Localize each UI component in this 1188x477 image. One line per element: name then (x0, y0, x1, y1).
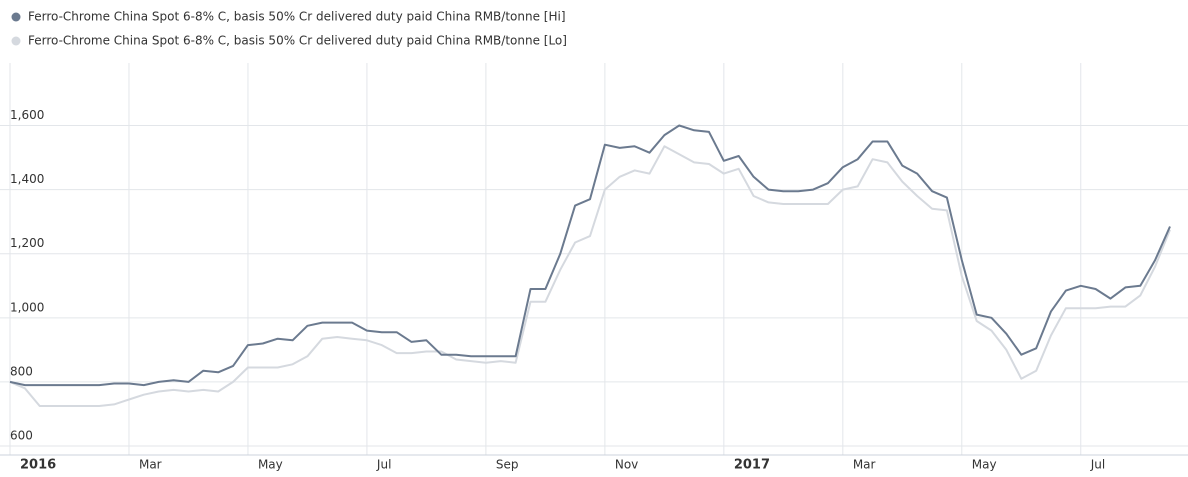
y-tick-label: 1,400 (10, 172, 44, 186)
x-tick-label: 2017 (734, 458, 770, 473)
x-tick-label: Nov (615, 458, 638, 472)
x-tick-label: Sep (496, 458, 519, 472)
x-tick-label: 2016 (20, 458, 56, 473)
legend-label: Ferro-Chrome China Spot 6-8% C, basis 50… (28, 34, 567, 48)
legend-marker (11, 36, 21, 46)
y-tick-label: 1,200 (10, 236, 44, 250)
series-line (9, 124, 1171, 387)
x-tick-label: May (972, 458, 997, 472)
x-tick-label: Jul (1090, 458, 1105, 472)
x-tick-label: May (258, 458, 283, 472)
y-tick-label: 600 (10, 429, 33, 443)
x-tick-label: Jul (376, 458, 391, 472)
series-line (9, 145, 1171, 407)
y-tick-label: 1,600 (10, 108, 44, 122)
x-tick-label: Mar (139, 458, 162, 472)
y-tick-label: 1,000 (10, 300, 44, 314)
legend-label: Ferro-Chrome China Spot 6-8% C, basis 50… (28, 10, 566, 24)
legend-marker (11, 12, 21, 22)
y-tick-label: 800 (10, 364, 33, 378)
x-tick-label: Mar (853, 458, 876, 472)
